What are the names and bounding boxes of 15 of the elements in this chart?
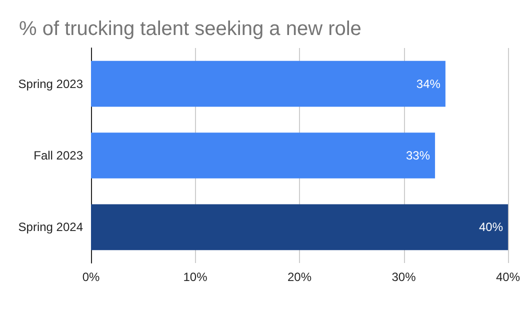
bar <box>91 204 508 250</box>
x-tick-label: 0% <box>82 270 100 284</box>
data-label: 34% <box>416 76 441 91</box>
y-tick-label: Spring 2024 <box>18 220 84 234</box>
x-tick-label: 10% <box>183 270 208 284</box>
x-tick-label: 20% <box>287 270 312 284</box>
x-tick-label: 30% <box>392 270 416 284</box>
data-label: 40% <box>478 220 504 234</box>
y-tick-label: Spring 2023 <box>18 76 84 91</box>
data-label: 33% <box>406 148 430 162</box>
bar <box>91 132 436 178</box>
x-tick-label: 40% <box>496 270 520 284</box>
bar <box>91 60 446 107</box>
chart-title: % of trucking talent seeking a new role <box>19 18 362 40</box>
y-tick-label: Fall 2023 <box>34 148 84 162</box>
